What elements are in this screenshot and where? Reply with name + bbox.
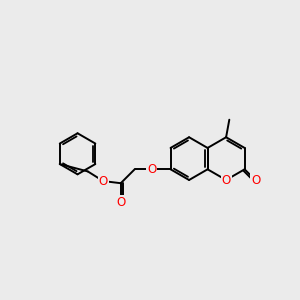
Text: O: O xyxy=(251,174,260,187)
Text: O: O xyxy=(116,196,125,208)
Text: O: O xyxy=(221,173,231,187)
Text: O: O xyxy=(147,163,156,176)
Text: O: O xyxy=(99,175,108,188)
